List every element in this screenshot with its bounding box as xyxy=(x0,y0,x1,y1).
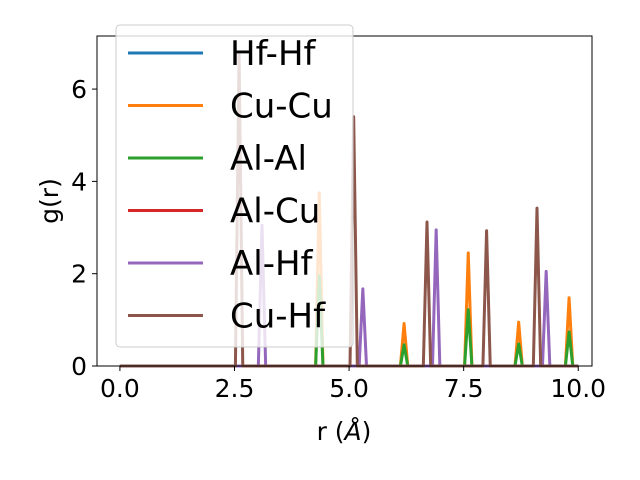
legend-label: Al-Hf xyxy=(230,244,314,284)
y-tick-label: 6 xyxy=(71,75,87,104)
x-axis-label: r (Å) xyxy=(317,417,372,446)
legend-label: Al-Al xyxy=(230,139,307,179)
x-axis: 0.0 2.5 5.0 7.5 10.0 xyxy=(100,366,606,403)
y-tick-label: 0 xyxy=(71,352,87,381)
x-tick-label: 5.0 xyxy=(329,374,369,403)
legend-label: Cu-Cu xyxy=(230,87,333,127)
legend-label: Hf-Hf xyxy=(230,34,317,74)
y-axis: 0 2 4 6 xyxy=(71,75,97,381)
y-axis-label: g(r) xyxy=(35,178,64,224)
y-tick-label: 4 xyxy=(71,167,87,196)
x-tick-label: 0.0 xyxy=(100,374,140,403)
y-tick-label: 2 xyxy=(71,260,87,289)
x-tick-label: 10.0 xyxy=(550,374,606,403)
x-tick-label: 7.5 xyxy=(444,374,484,403)
legend: Hf-Hf Cu-Cu Al-Al Al-Cu Al-Hf Cu-Hf xyxy=(115,24,354,348)
legend-label: Cu-Hf xyxy=(230,297,326,337)
x-tick-label: 2.5 xyxy=(215,374,255,403)
legend-label: Al-Cu xyxy=(230,192,320,232)
